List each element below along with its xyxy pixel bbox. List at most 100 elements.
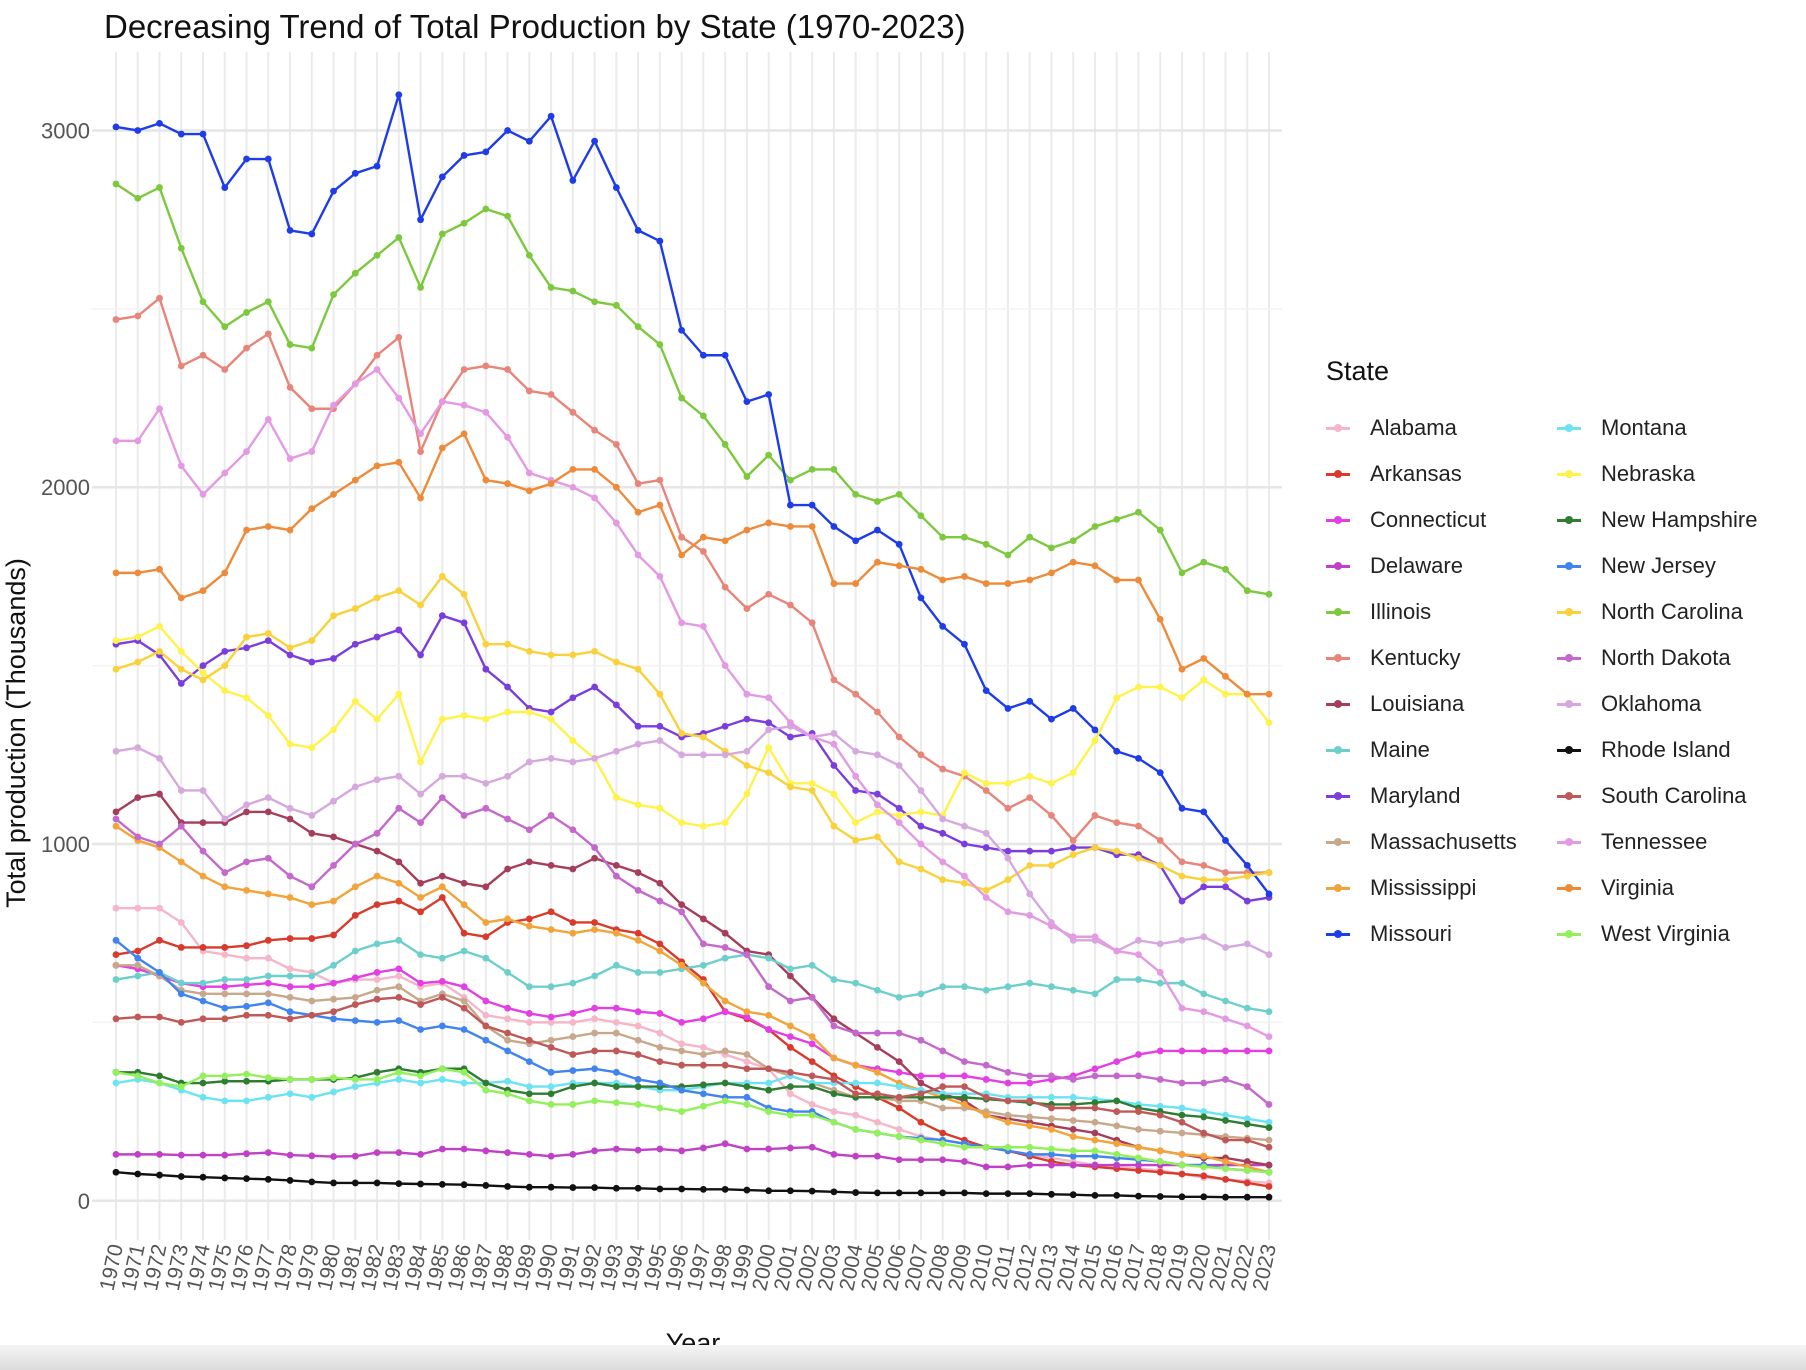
data-point	[112, 808, 120, 816]
data-point	[286, 1076, 294, 1083]
data-point	[351, 640, 359, 648]
data-point	[525, 758, 533, 766]
data-point	[1156, 1111, 1164, 1119]
data-point	[482, 954, 490, 962]
data-point	[1200, 862, 1208, 869]
series-line	[115, 964, 1269, 1085]
data-point	[961, 1143, 968, 1151]
data-point	[1135, 1126, 1142, 1133]
data-point	[351, 1076, 359, 1083]
data-point	[482, 665, 490, 673]
legend-item: Maine	[1326, 730, 1430, 770]
data-point	[504, 1036, 511, 1044]
data-point	[525, 858, 533, 866]
data-point	[874, 1068, 881, 1076]
data-point	[634, 969, 642, 976]
data-point	[1026, 1079, 1034, 1087]
data-point	[743, 715, 751, 723]
data-point	[1004, 847, 1012, 855]
data-point	[112, 1068, 120, 1076]
data-point	[1178, 936, 1186, 944]
data-point	[395, 334, 403, 341]
data-point	[634, 1076, 642, 1083]
data-point	[1004, 804, 1012, 812]
data-point	[808, 619, 816, 627]
data-point	[699, 622, 707, 630]
data-point	[1069, 1117, 1077, 1124]
data-point	[961, 1158, 968, 1165]
data-point	[721, 751, 729, 759]
data-point	[634, 1184, 642, 1192]
data-point	[417, 284, 424, 291]
data-point	[177, 244, 185, 252]
data-point	[961, 1101, 968, 1108]
data-point	[634, 551, 642, 559]
data-point	[525, 1097, 533, 1105]
data-point	[330, 897, 337, 905]
legend-item: Mississippi	[1326, 868, 1476, 908]
series-line	[116, 964, 1270, 1142]
data-point	[678, 551, 686, 559]
data-point	[1265, 1008, 1273, 1016]
legend-label: Mississippi	[1370, 875, 1477, 900]
data-point	[939, 1083, 947, 1090]
data-point	[656, 573, 664, 580]
data-point	[1265, 869, 1273, 876]
data-point	[373, 594, 381, 602]
data-point	[308, 405, 316, 413]
data-point	[1069, 1152, 1077, 1160]
data-point	[874, 1152, 881, 1160]
data-point	[308, 1152, 316, 1160]
data-point	[939, 829, 947, 837]
data-point	[656, 879, 664, 887]
data-point	[569, 483, 577, 491]
data-point	[634, 1101, 642, 1108]
data-point	[264, 155, 272, 163]
data-point	[1200, 1163, 1208, 1171]
data-point	[1069, 844, 1077, 851]
data-point	[699, 979, 707, 987]
series-line	[115, 996, 1270, 1149]
data-point	[1156, 769, 1164, 777]
data-point	[395, 1180, 403, 1188]
data-point	[1243, 862, 1251, 869]
data-point	[438, 444, 446, 452]
data-point	[547, 715, 555, 723]
data-point	[1156, 1193, 1164, 1200]
legend-item: Rhode Island	[1557, 730, 1731, 770]
data-point	[134, 1150, 142, 1158]
data-point	[591, 494, 599, 502]
data-point	[177, 990, 185, 998]
data-point	[1178, 804, 1186, 812]
data-point	[308, 1011, 316, 1019]
data-point	[221, 944, 229, 951]
data-point	[264, 1149, 272, 1156]
data-point	[1113, 847, 1121, 855]
data-point	[221, 1097, 229, 1105]
data-point	[308, 658, 316, 666]
data-point	[1026, 772, 1034, 780]
data-point	[112, 815, 120, 823]
data-point	[330, 1153, 337, 1160]
data-point	[112, 976, 120, 983]
data-point	[699, 1043, 707, 1051]
data-point	[286, 740, 294, 748]
data-point	[634, 1083, 642, 1090]
data-point	[199, 819, 207, 826]
data-point	[1135, 683, 1142, 691]
data-point	[199, 1072, 207, 1080]
data-point	[634, 226, 642, 234]
data-point	[917, 594, 925, 602]
data-point	[1048, 1093, 1055, 1101]
data-point	[482, 804, 490, 812]
data-point	[786, 476, 794, 484]
data-point	[1178, 1111, 1186, 1119]
data-point	[134, 569, 142, 577]
data-point	[895, 1104, 903, 1112]
data-point	[939, 858, 947, 866]
data-point	[221, 976, 229, 983]
data-point	[1135, 508, 1142, 516]
data-point	[765, 744, 773, 752]
data-point	[547, 1183, 555, 1191]
data-point	[308, 997, 316, 1005]
